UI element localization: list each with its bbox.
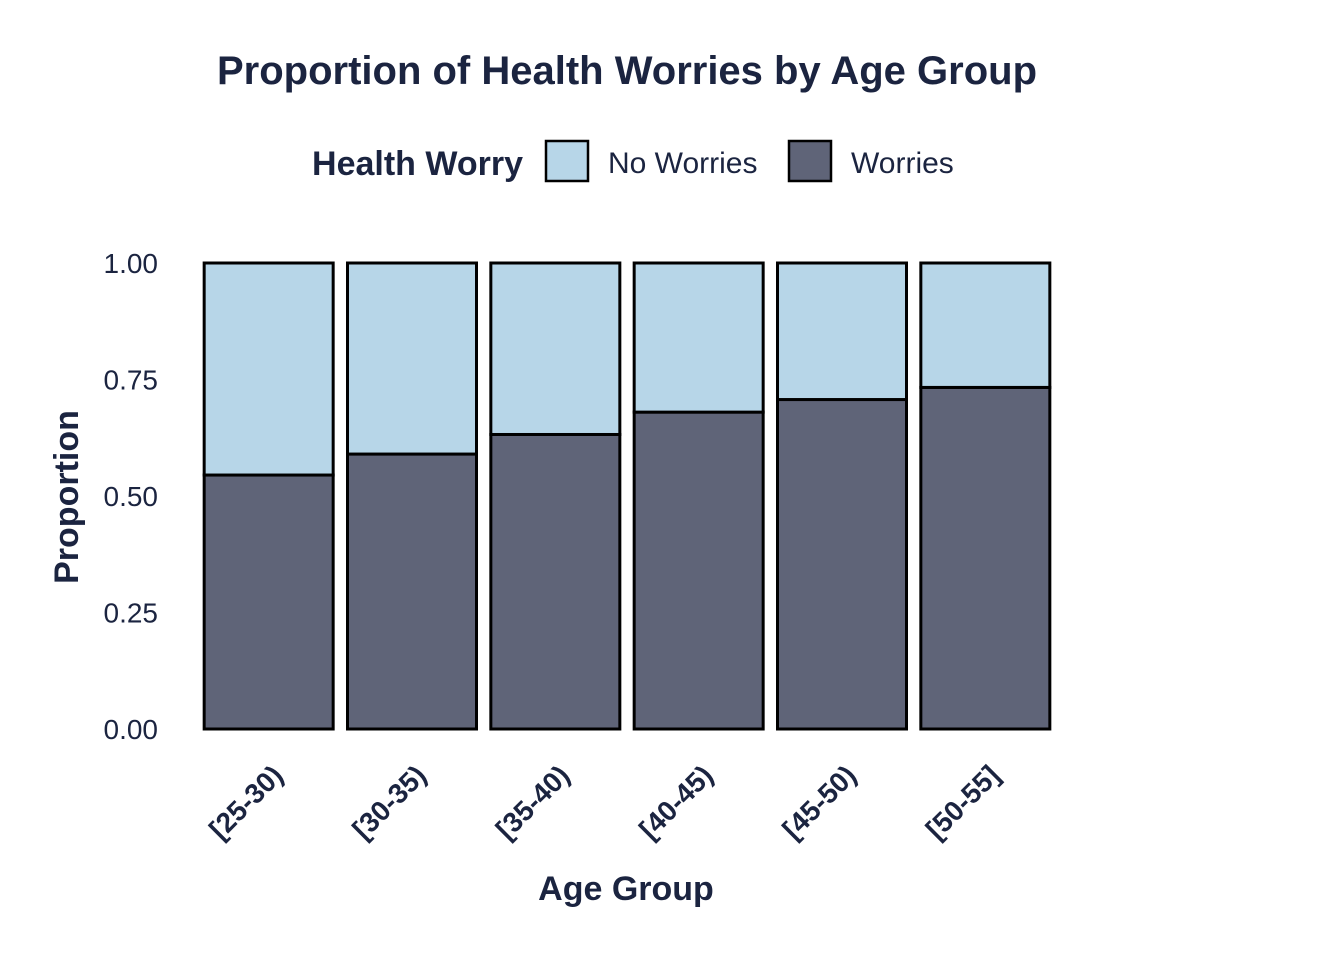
x-tick-label: [35-40) bbox=[490, 759, 576, 845]
legend: Health Worry No Worries Worries bbox=[312, 139, 954, 183]
y-axis-title: Proportion bbox=[48, 410, 86, 584]
bar-no-worries bbox=[489, 261, 622, 436]
bar-worries bbox=[776, 398, 908, 731]
bar-no-worries bbox=[346, 261, 478, 456]
y-tick-label: 1.00 bbox=[104, 248, 159, 279]
bars bbox=[202, 261, 1052, 731]
y-tick-label: 0.50 bbox=[104, 481, 159, 512]
x-tick-label: [30-35) bbox=[346, 759, 432, 845]
legend-key-no-worries bbox=[544, 139, 590, 183]
bar-no-worries bbox=[919, 261, 1052, 389]
x-axis: [25-30) [30-35) [35-40) [40-45) [45-50) [50-5… bbox=[203, 759, 1005, 845]
x-tick-label: [40-45) bbox=[633, 759, 719, 845]
bar-worries bbox=[202, 473, 335, 731]
x-tick-label: [25-30) bbox=[203, 759, 289, 845]
legend-key-worries bbox=[787, 139, 833, 183]
bar-no-worries bbox=[632, 261, 765, 414]
chart-title: Proportion of Health Worries by Age Grou… bbox=[217, 49, 1037, 93]
y-tick-label: 0.75 bbox=[104, 365, 159, 396]
y-tick-label: 0.25 bbox=[104, 598, 159, 629]
y-tick-label: 0.00 bbox=[104, 714, 159, 745]
bar-no-worries bbox=[776, 261, 908, 402]
y-axis: 0.00 0.25 0.50 0.75 1.00 bbox=[104, 248, 159, 745]
bar-worries bbox=[919, 385, 1052, 731]
x-axis-title: Age Group bbox=[538, 870, 714, 908]
bar-worries bbox=[346, 452, 478, 731]
legend-label: Worries bbox=[851, 147, 954, 180]
bar-worries bbox=[632, 410, 765, 731]
x-tick-label: [50-55] bbox=[920, 759, 1006, 845]
x-tick-label: [45-50) bbox=[776, 759, 862, 845]
bar-no-worries bbox=[202, 261, 335, 477]
legend-label: No Worries bbox=[608, 147, 757, 180]
bar-worries bbox=[489, 432, 622, 731]
legend-title: Health Worry bbox=[312, 145, 523, 183]
